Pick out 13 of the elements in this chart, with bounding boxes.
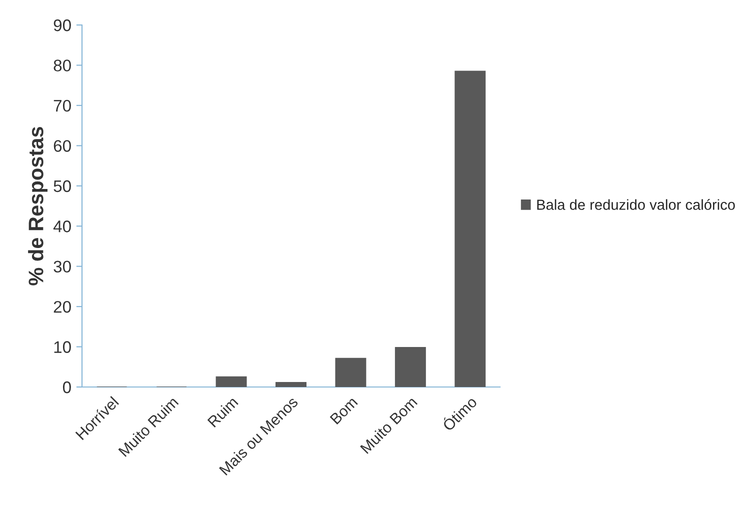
legend-label: Bala de reduzido valor calórico (537, 199, 735, 210)
y-axis-title: % de Respostas (28, 126, 48, 286)
y-tick-label: 10 (54, 341, 71, 353)
y-tick-label: 60 (54, 140, 71, 152)
y-tick-label: 70 (54, 100, 71, 112)
x-tick-label: Bom (330, 396, 358, 425)
y-tick-label: 0 (62, 381, 71, 394)
y-tick-label: 90 (54, 19, 71, 32)
y-tick-label: 80 (54, 60, 71, 72)
y-tick-label: 40 (53, 220, 71, 232)
y-tick-label: 30 (54, 260, 71, 273)
y-tick-label: 20 (54, 300, 71, 313)
y-tick-label: 50 (54, 180, 71, 192)
